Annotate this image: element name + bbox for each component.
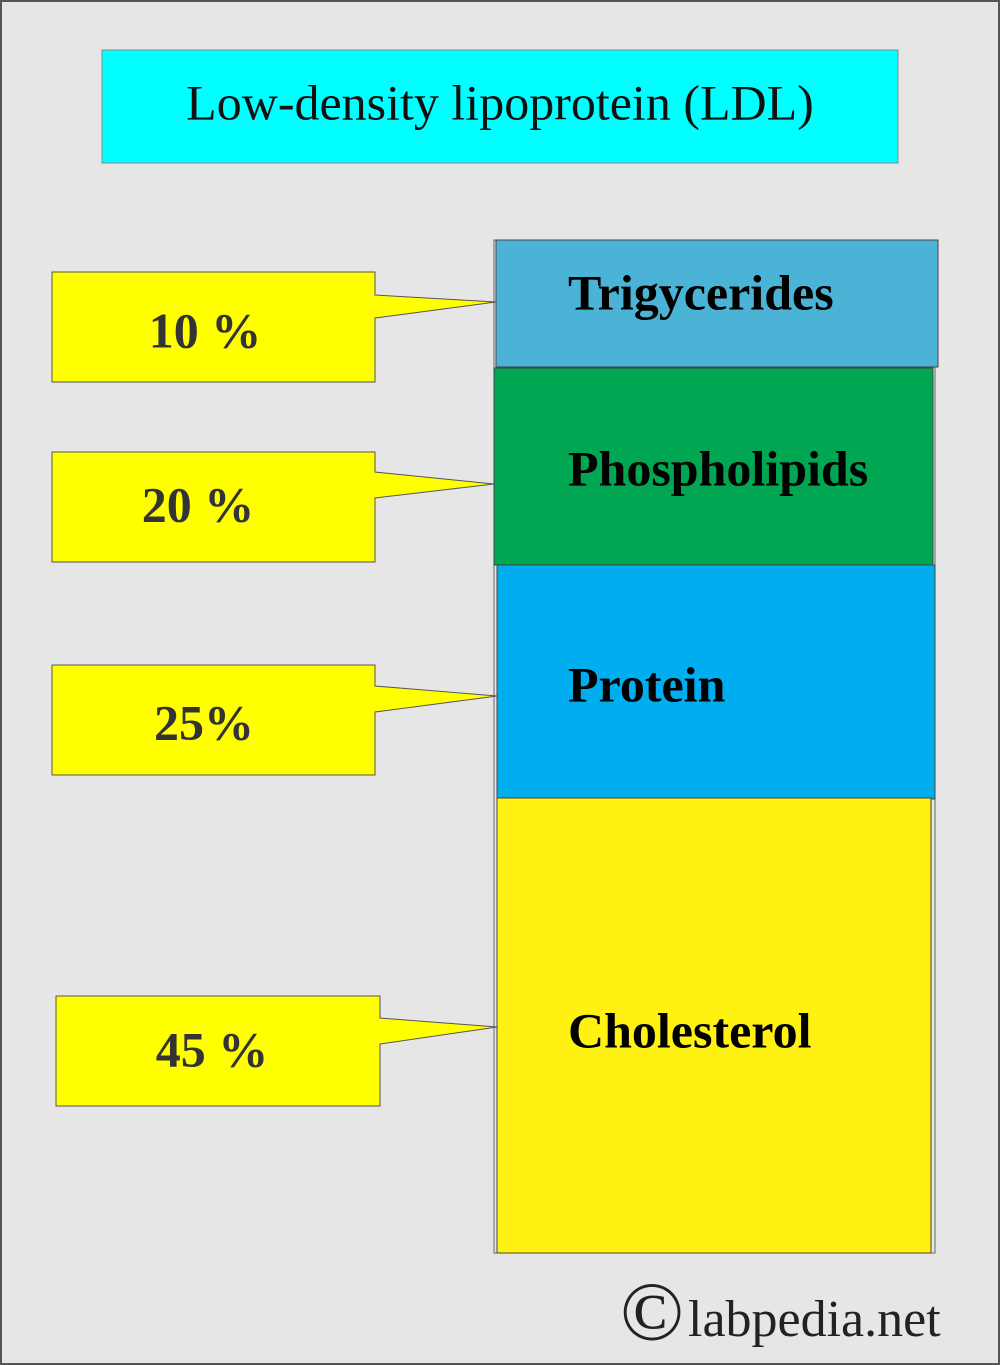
component-label: Protein <box>568 656 726 712</box>
component-label: Cholesterol <box>568 1002 812 1058</box>
percent-label: 20 % <box>142 476 255 532</box>
component-label: Phospholipids <box>568 440 868 496</box>
component-label: Trigycerides <box>568 264 834 320</box>
watermark: labpedia.net <box>688 1291 941 1348</box>
callout <box>51 271 497 383</box>
percent-label: 25% <box>154 694 254 750</box>
block-trigycerides <box>495 239 939 368</box>
callout <box>55 995 498 1107</box>
title: Low-density lipoprotein (LDL) <box>186 74 814 130</box>
percent-label: 45 % <box>156 1021 269 1077</box>
callout <box>51 451 495 563</box>
block-cholesterol <box>496 797 932 1254</box>
percent-label: 10 % <box>149 302 262 358</box>
callout <box>51 664 498 776</box>
block-phospholipids <box>493 367 934 566</box>
title-box <box>101 49 899 164</box>
copyright-symbol: © <box>620 1265 684 1358</box>
